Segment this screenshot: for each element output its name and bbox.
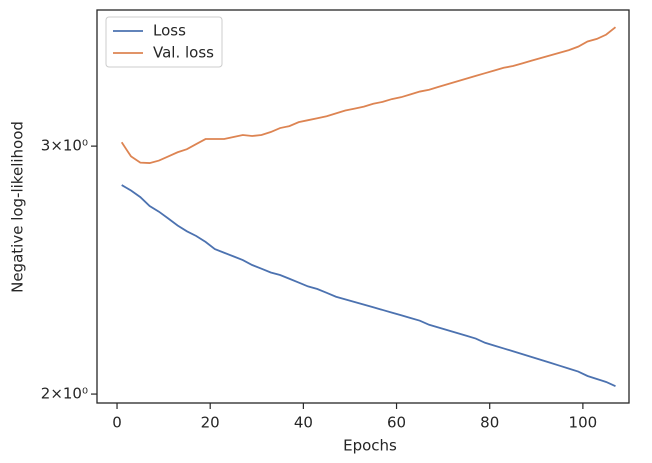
x-axis-label: Epochs [343,437,397,455]
x-tick-label: 80 [480,414,499,432]
x-tick-label: 20 [201,414,220,432]
x-tick-label: 100 [569,414,598,432]
line-series [121,184,616,387]
x-tick-label: 40 [294,414,313,432]
line-series [120,26,617,164]
legend-label: Loss [153,22,186,40]
y-tick-label: 2×10⁰ [41,385,88,403]
legend-box [105,16,223,68]
legend-label: Val. loss [153,44,214,62]
y-tick-label: 3×10⁰ [41,137,88,155]
x-tick-label: 60 [387,414,406,432]
plot-frame [96,9,630,404]
y-axis-label: Negative log-likelihood [9,121,27,293]
x-tick-label: 0 [112,414,122,432]
